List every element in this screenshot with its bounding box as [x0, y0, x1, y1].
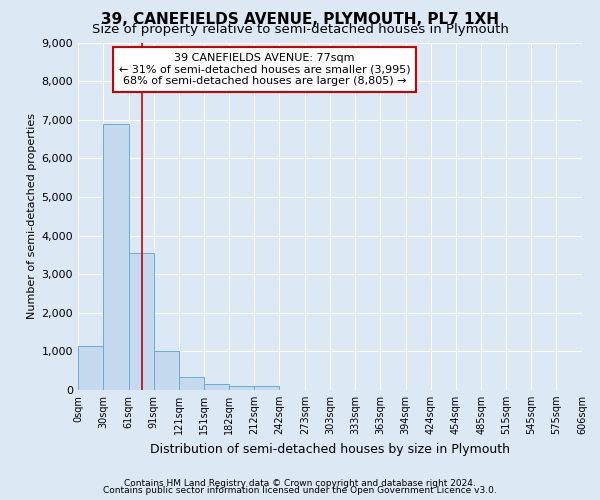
Bar [154, 352, 179, 390]
Bar [129, 252, 154, 390]
Y-axis label: Number of semi-detached properties: Number of semi-detached properties [28, 114, 37, 320]
Bar [229, 386, 254, 390]
X-axis label: Distribution of semi-detached houses by size in Plymouth: Distribution of semi-detached houses by … [150, 442, 510, 456]
Text: 39, CANEFIELDS AVENUE, PLYMOUTH, PL7 1XH: 39, CANEFIELDS AVENUE, PLYMOUTH, PL7 1XH [101, 12, 499, 28]
Bar [78, 346, 103, 390]
Bar [254, 386, 279, 390]
Bar [103, 124, 129, 390]
Text: Contains public sector information licensed under the Open Government Licence v3: Contains public sector information licen… [103, 486, 497, 495]
Text: Size of property relative to semi-detached houses in Plymouth: Size of property relative to semi-detach… [92, 22, 508, 36]
Text: Contains HM Land Registry data © Crown copyright and database right 2024.: Contains HM Land Registry data © Crown c… [124, 478, 476, 488]
Text: 39 CANEFIELDS AVENUE: 77sqm
← 31% of semi-detached houses are smaller (3,995)
68: 39 CANEFIELDS AVENUE: 77sqm ← 31% of sem… [119, 53, 410, 86]
Bar [203, 384, 229, 390]
Bar [179, 378, 203, 390]
